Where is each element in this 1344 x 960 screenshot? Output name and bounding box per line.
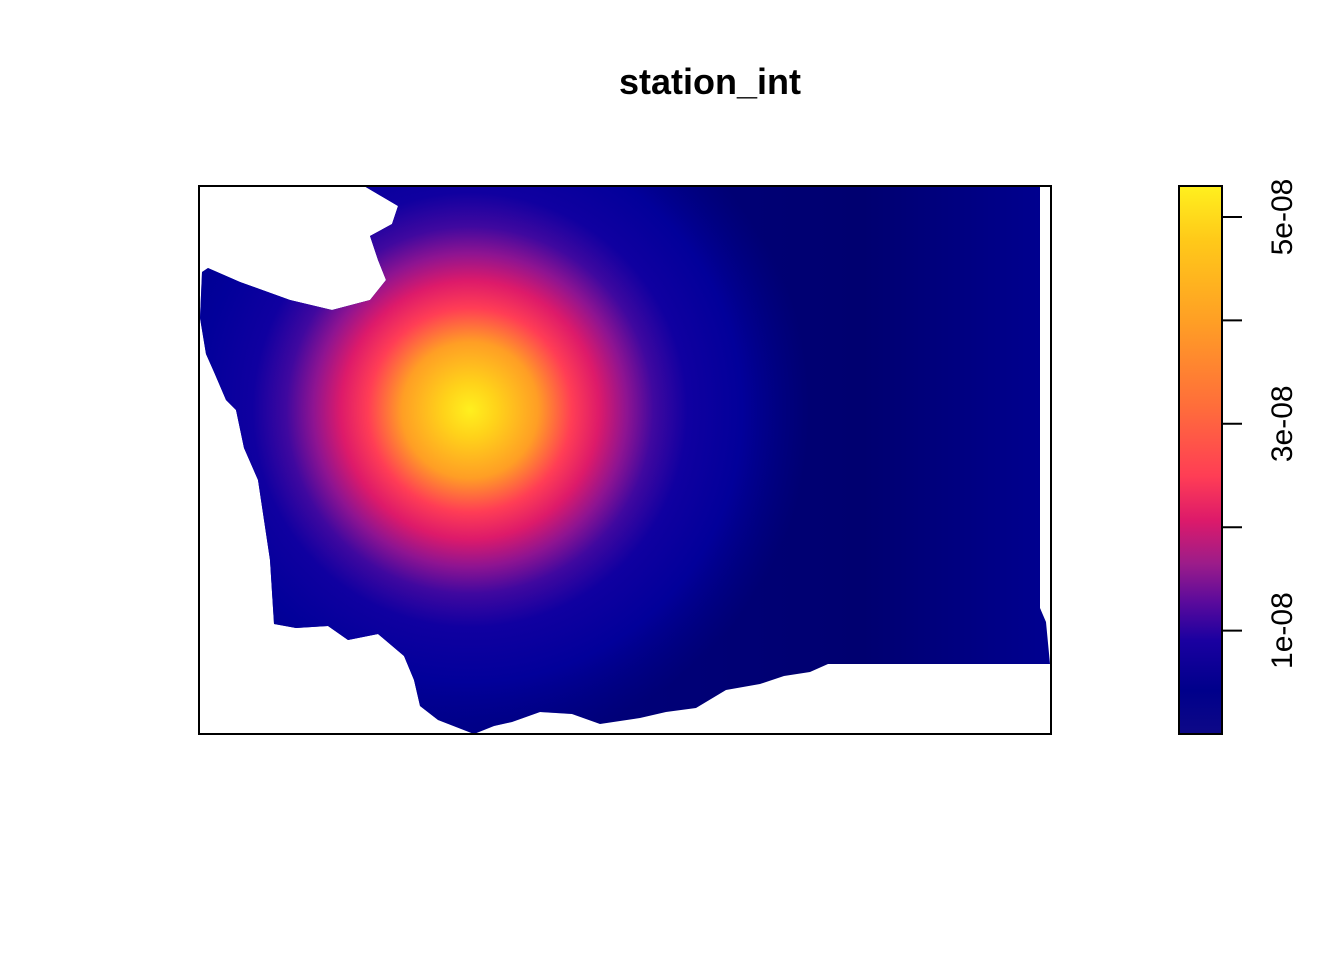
chart-title: station_int [619, 61, 801, 102]
raster-layer [200, 186, 1050, 734]
hotspot-field [200, 186, 1050, 734]
colorbar-tick-label: 5e-08 [1266, 179, 1299, 256]
plot-frame [198, 185, 1052, 735]
colorbar-tick-label: 1e-08 [1266, 592, 1299, 669]
colorbar-gradient [1178, 185, 1223, 735]
colorbar: 1e-08 3e-08 5e-08 [1178, 179, 1299, 735]
colorbar-ticks: 1e-08 3e-08 5e-08 [1222, 179, 1299, 669]
colorbar-tick-label: 3e-08 [1266, 385, 1299, 462]
